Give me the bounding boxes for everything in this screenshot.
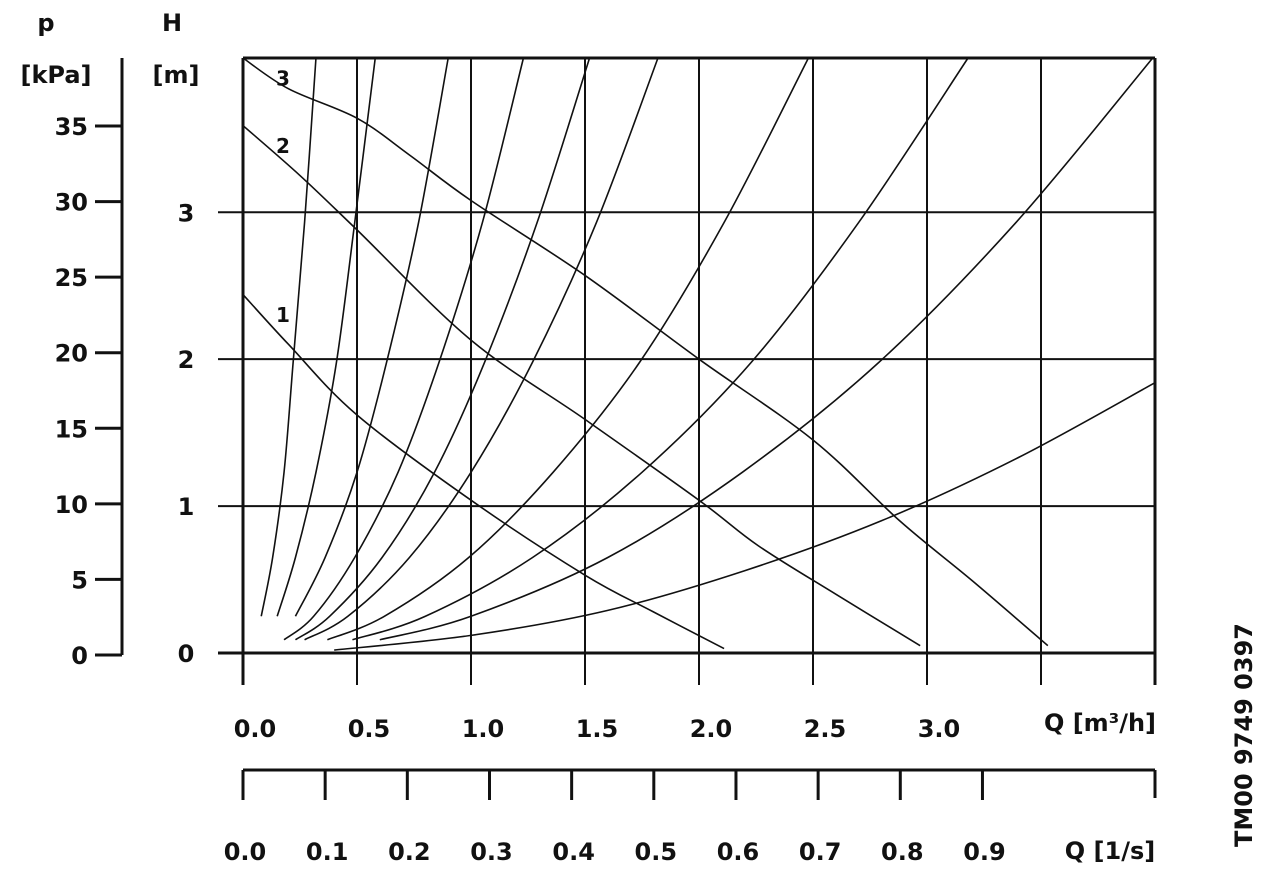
x-tick-label: 0.5 [348,715,391,743]
x2-tick-label: 0.5 [635,838,678,866]
x-label: Q [m³/h] [1044,709,1156,737]
system-curve [304,57,659,641]
curve-label: 2 [276,134,290,158]
x2-tick-label: 0.4 [552,838,595,866]
y2-tick-label: 5 [71,566,88,594]
x2-label: Q [1/s] [1065,837,1155,865]
curve-label: 3 [276,67,290,91]
x2-tick-label: 0.9 [963,838,1006,866]
y2-tick-label: 10 [55,491,88,519]
x2-tick-label: 0.1 [306,838,349,866]
x-tick-label: 3.0 [918,715,961,743]
x2-tick-label: 0.3 [470,838,513,866]
x2-tick-label: 0.2 [388,838,431,866]
x2-tick-label: 0.0 [224,838,267,866]
y2-label: p [37,9,54,37]
y-label: H [162,9,182,37]
pump-curve [242,57,1049,647]
y2-tick-label: 30 [55,189,88,217]
figure-code: TM00 9749 0397 [1230,623,1258,847]
pump-curve [242,293,725,650]
x-tick-label: 1.0 [462,715,505,743]
system-curve [334,381,1156,651]
y2-tick-label: 0 [71,642,88,670]
system-curve [379,57,1154,641]
system-curve [294,57,591,641]
system-curve [327,57,810,641]
y2-tick-label: 20 [55,340,88,368]
y2-tick-label: 35 [55,113,88,141]
x-tick-label: 1.5 [576,715,619,743]
x-tick-label: 0.0 [234,715,277,743]
system-curve [352,57,969,641]
x-tick-label: 2.5 [804,715,847,743]
y-unit: [m] [153,61,200,89]
y2-tick-label: 15 [55,415,88,443]
y-tick-label: 3 [178,199,195,227]
x-tick-label: 2.0 [690,715,733,743]
pump-curve [242,124,921,647]
system-curve [260,57,317,617]
y-tick-label: 1 [178,493,195,521]
y-tick-label: 0 [178,640,195,668]
system-curve [294,57,449,617]
curve-label: 1 [276,303,290,327]
system-curve [276,57,377,617]
y2-tick-label: 25 [55,264,88,292]
x2-tick-label: 0.6 [717,838,760,866]
y-tick-label: 2 [178,346,195,374]
x2-tick-label: 0.8 [881,838,924,866]
y2-unit: [kPa] [20,61,91,89]
x2-tick-label: 0.7 [799,838,842,866]
system-curve [283,57,525,641]
